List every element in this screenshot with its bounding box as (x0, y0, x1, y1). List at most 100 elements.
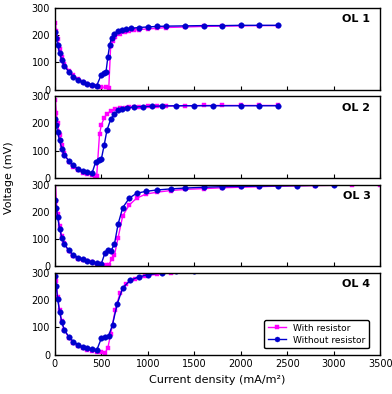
With resistor (67, 159, 71, 164)
With resistor (238, 267, 243, 272)
Without resistor (136, 275, 141, 279)
Without resistor (183, 186, 187, 190)
With resistor (132, 28, 136, 33)
Without resistor (128, 278, 132, 283)
Without resistor (155, 24, 160, 29)
Without resistor (90, 82, 94, 87)
Without resistor (116, 108, 120, 113)
Without resistor (201, 185, 206, 190)
Without resistor (85, 258, 90, 263)
With resistor (169, 270, 173, 275)
Line: With resistor: With resistor (53, 178, 383, 267)
With resistor (164, 25, 169, 30)
With resistor (62, 327, 67, 332)
With resistor (80, 80, 85, 84)
Without resistor (55, 296, 60, 301)
Without resistor (54, 123, 59, 127)
Without resistor (160, 270, 164, 275)
With resistor (60, 319, 64, 324)
Without resistor (99, 72, 104, 77)
Without resistor (76, 255, 80, 260)
With resistor (127, 29, 132, 33)
Without resistor (238, 103, 243, 108)
Without resistor (80, 80, 85, 85)
With resistor (145, 104, 150, 109)
With resistor (220, 24, 225, 28)
With resistor (53, 260, 58, 264)
Without resistor (266, 266, 271, 271)
With resistor (62, 61, 67, 66)
Without resistor (80, 169, 85, 173)
Line: Without resistor: Without resistor (53, 103, 281, 176)
With resistor (54, 199, 59, 203)
Without resistor (67, 248, 71, 253)
Without resistor (57, 50, 62, 55)
With resistor (143, 192, 148, 197)
With resistor (127, 203, 132, 207)
With resistor (145, 26, 150, 31)
Without resistor (54, 35, 59, 40)
With resistor (55, 295, 60, 300)
Text: OL 1: OL 1 (343, 15, 370, 24)
With resistor (143, 274, 147, 279)
With resistor (85, 82, 90, 87)
Without resistor (55, 215, 60, 219)
With resistor (80, 170, 85, 175)
With resistor (71, 165, 76, 169)
With resistor (90, 348, 94, 353)
With resistor (94, 84, 99, 89)
With resistor (201, 24, 206, 29)
Without resistor (62, 327, 67, 332)
Without resistor (120, 106, 124, 111)
Without resistor (80, 257, 85, 262)
Without resistor (102, 71, 107, 76)
Without resistor (71, 253, 76, 257)
With resistor (136, 27, 141, 32)
Without resistor (116, 29, 120, 33)
With resistor (118, 32, 122, 36)
Without resistor (57, 309, 62, 314)
Without resistor (53, 197, 58, 202)
With resistor (220, 268, 225, 273)
With resistor (55, 37, 60, 42)
With resistor (350, 265, 355, 270)
With resistor (108, 44, 113, 48)
With resistor (62, 241, 67, 245)
Without resistor (220, 23, 225, 28)
With resistor (257, 184, 262, 189)
With resistor (118, 106, 122, 111)
With resistor (97, 132, 102, 137)
With resistor (76, 344, 80, 348)
Without resistor (80, 345, 85, 349)
With resistor (60, 55, 64, 59)
Without resistor (129, 26, 133, 31)
With resistor (220, 186, 225, 190)
With resistor (99, 350, 104, 355)
With resistor (76, 77, 80, 82)
With resistor (136, 104, 141, 109)
With resistor (57, 46, 62, 51)
With resistor (122, 105, 127, 110)
Without resistor (107, 333, 111, 338)
With resistor (53, 20, 58, 25)
With resistor (331, 183, 336, 188)
Without resistor (54, 284, 59, 289)
Without resistor (192, 268, 197, 273)
With resistor (55, 121, 60, 126)
Without resistor (112, 242, 117, 247)
Without resistor (201, 23, 206, 28)
Without resistor (192, 103, 197, 108)
With resistor (71, 340, 76, 345)
Without resistor (67, 158, 71, 163)
Without resistor (105, 247, 110, 252)
Line: Without resistor: Without resistor (53, 265, 383, 353)
Without resistor (116, 222, 120, 227)
Without resistor (60, 58, 64, 63)
Without resistor (85, 346, 90, 350)
With resistor (124, 281, 129, 286)
Without resistor (109, 35, 114, 40)
Without resistor (132, 105, 136, 110)
With resistor (85, 171, 90, 176)
Without resistor (94, 348, 99, 353)
With resistor (294, 184, 299, 188)
